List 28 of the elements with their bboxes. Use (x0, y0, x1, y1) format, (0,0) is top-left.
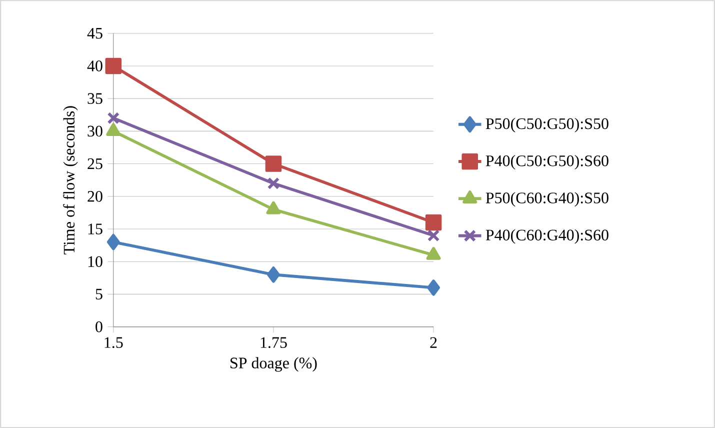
legend-label: P50(C60:G40):S50 (486, 192, 608, 207)
point (267, 177, 280, 190)
x-tick-label: 1.75 (260, 337, 287, 348)
y-tick-label: 5 (96, 288, 102, 300)
legend-label: P50(C50:G50):S50 (486, 118, 608, 132)
point (427, 279, 440, 296)
x-tick-label: 2 (430, 337, 437, 348)
point (427, 229, 440, 242)
y-tick-label: 25 (88, 158, 102, 170)
y-tick-label: 30 (88, 126, 102, 136)
y-tick-label: 10 (88, 256, 102, 267)
y-tick-label: 45 (87, 28, 102, 39)
legend-label: P40(C50:G50):S60 (486, 154, 608, 170)
point (425, 214, 442, 231)
point (265, 156, 282, 172)
point (266, 266, 280, 283)
y-tick-label: 35 (88, 93, 102, 104)
y-tick-label: 40 (87, 60, 102, 72)
point (105, 58, 122, 74)
x-axis-title: SP doage (%) (230, 357, 317, 372)
y-tick-label: 20 (88, 190, 102, 202)
point (107, 112, 120, 124)
x-tick-label: 1.5 (104, 337, 123, 348)
legend-label: P40(C60:G40):S60 (486, 229, 608, 244)
y-tick-label: 15 (88, 224, 102, 234)
point (106, 234, 120, 250)
y-axis-title: Time of flow (seconds) (63, 106, 78, 254)
y-tick-label: 0 (96, 321, 102, 332)
